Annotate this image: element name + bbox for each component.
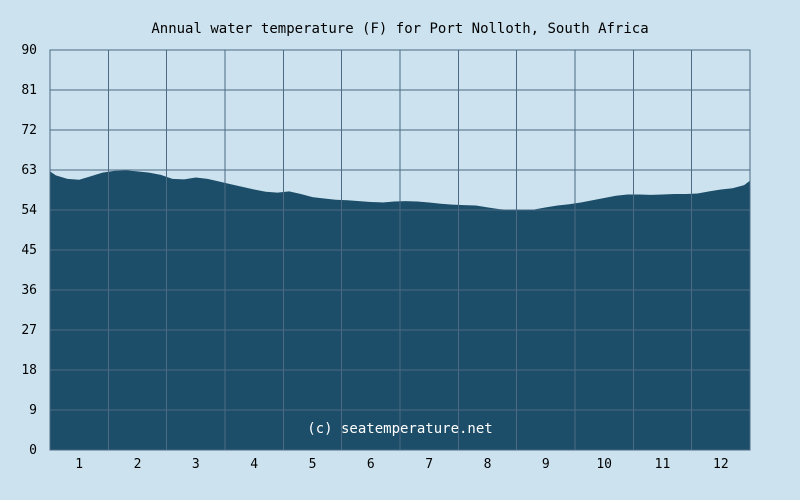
x-tick-label: 1 [75,457,83,472]
y-tick-label: 0 [29,443,37,458]
y-tick-label: 63 [21,163,37,178]
chart-title: Annual water temperature (F) for Port No… [151,21,648,37]
y-tick-label: 45 [21,243,37,258]
y-tick-label: 90 [21,43,37,58]
x-tick-label: 12 [713,457,729,472]
x-tick-label: 10 [596,457,612,472]
x-tick-label: 2 [134,457,142,472]
y-tick-label: 9 [29,403,37,418]
x-tick-label: 3 [192,457,200,472]
x-tick-label: 11 [655,457,671,472]
y-tick-label: 54 [21,203,37,218]
y-tick-label: 36 [21,283,37,298]
y-tick-label: 81 [21,83,37,98]
x-axis-ticks: 1 2 3 4 5 6 7 8 9 10 11 12 [75,457,728,472]
y-tick-label: 72 [21,123,37,138]
x-tick-label: 6 [367,457,375,472]
y-tick-label: 27 [21,323,37,338]
y-axis-ticks: 0 9 18 27 36 45 54 63 72 81 90 [21,43,37,458]
x-tick-label: 8 [484,457,492,472]
x-tick-label: 9 [542,457,550,472]
y-tick-label: 18 [21,363,37,378]
watermark-text: (c) seatemperature.net [307,421,492,437]
plot-border [49,49,751,451]
x-tick-label: 5 [309,457,317,472]
x-tick-label: 7 [425,457,433,472]
x-tick-label: 4 [250,457,258,472]
